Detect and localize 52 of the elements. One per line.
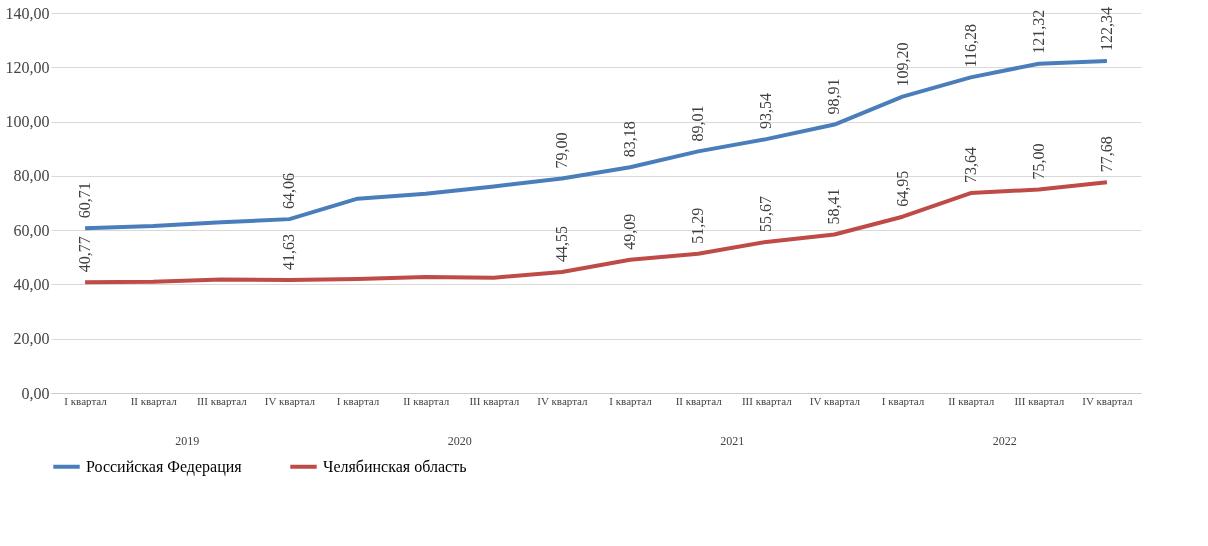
data-label: 44,55	[552, 226, 570, 263]
y-tick-label: 40,00	[13, 275, 50, 293]
data-label: 79,00	[552, 132, 570, 169]
x-tick-label: I квартал	[881, 394, 925, 407]
x-tick-label: I квартал	[609, 394, 653, 407]
x-tick-label: II квартал	[403, 394, 450, 407]
x-tick-label: II квартал	[948, 394, 995, 407]
data-label: 60,71	[76, 182, 94, 219]
data-label: 51,29	[689, 207, 707, 244]
x-tick-label: IV квартал	[264, 394, 316, 407]
data-label: 98,91	[825, 78, 843, 115]
x-tick-label: IV квартал	[809, 394, 861, 407]
data-label: 121,32	[1029, 9, 1047, 54]
y-tick-label: 80,00	[13, 167, 50, 185]
data-label: 93,54	[757, 93, 775, 130]
x-tick-label: IV квартал	[1082, 394, 1134, 407]
x-tick-label: II квартал	[675, 394, 723, 407]
data-label: 41,63	[280, 234, 298, 270]
y-tick-label: 120,00	[5, 58, 50, 76]
data-label: 109,20	[893, 42, 911, 87]
text: 2019	[175, 434, 200, 448]
x-tick-label: I квартал	[336, 394, 380, 407]
data-label: 64,06	[280, 173, 298, 210]
data-label: 75,00	[1029, 143, 1047, 180]
data-label: 73,64	[961, 147, 979, 184]
x-tick-label: III квартал	[1014, 394, 1065, 407]
y-tick-label: 0,00	[21, 384, 50, 402]
data-label: 40,77	[76, 236, 94, 273]
data-label: 122,34	[1097, 6, 1115, 51]
data-label: 116,28	[961, 23, 979, 68]
data-label: 58,41	[825, 188, 843, 225]
data-label: 83,18	[621, 121, 639, 158]
text: 2022	[992, 434, 1017, 448]
x-tick-label: III квартал	[469, 394, 520, 407]
x-tick-label: IV квартал	[537, 394, 589, 407]
text: 2020	[447, 434, 472, 448]
data-label: 64,95	[893, 170, 911, 207]
y-tick-label: 140,00	[5, 4, 50, 22]
legend-label: Российская Федерация	[86, 457, 243, 476]
data-label: 77,68	[1097, 136, 1115, 173]
legend-label: Челябинская область	[323, 457, 467, 475]
y-tick-label: 20,00	[13, 330, 50, 348]
y-tick-label: 100,00	[5, 113, 50, 131]
data-label: 89,01	[689, 105, 707, 142]
data-label: 49,09	[621, 213, 639, 250]
y-tick-label: 60,00	[13, 221, 50, 239]
x-tick-label: III квартал	[196, 394, 248, 407]
x-tick-label: III квартал	[741, 394, 793, 407]
x-tick-label: I квартал	[64, 394, 108, 407]
data-label: 55,67	[757, 195, 775, 232]
text: 2021	[720, 434, 745, 448]
x-tick-label: II квартал	[130, 394, 178, 407]
